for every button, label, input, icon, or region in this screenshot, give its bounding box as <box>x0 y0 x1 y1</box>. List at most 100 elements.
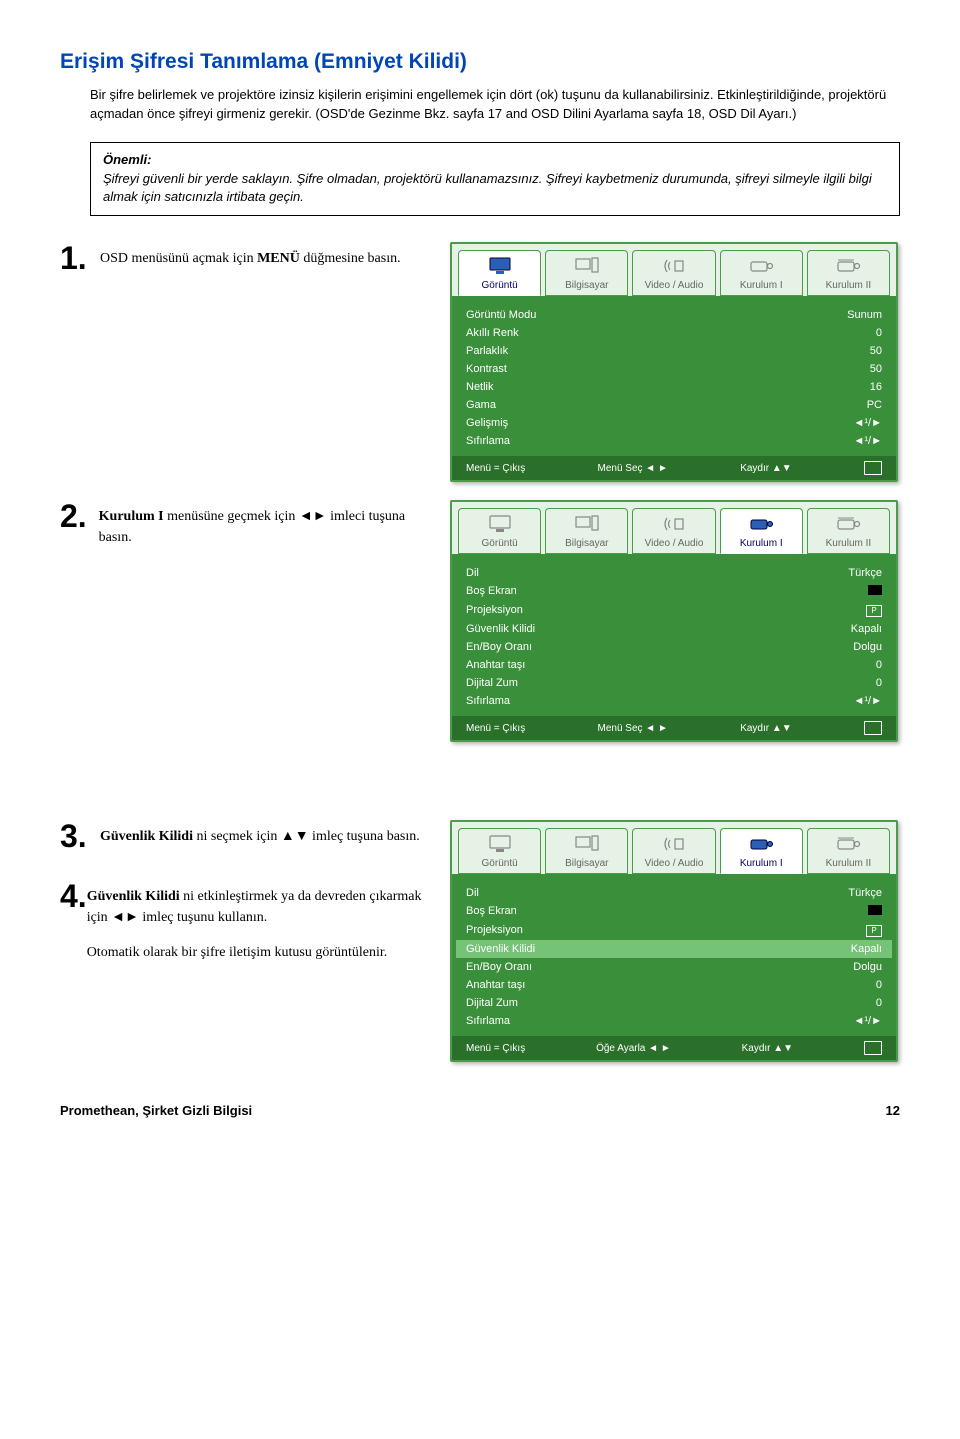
computer-icon <box>548 833 625 855</box>
osd-row: Gelişmiş◄¹/► <box>466 414 882 432</box>
tab-goruntu[interactable]: Görüntü <box>458 508 541 554</box>
osd-row: Netlik16 <box>466 378 882 396</box>
footer-set: Öğe Ayarla ◄ ► <box>596 1043 671 1054</box>
osd-tabs: Görüntü Bilgisayar Video / Audio Kurulum… <box>452 502 896 554</box>
tab-bilgisayar[interactable]: Bilgisayar <box>545 508 628 554</box>
osd-row: Anahtar taşı0 <box>466 976 882 994</box>
projector2-icon <box>810 255 887 277</box>
osd-value: Sunum <box>847 309 882 321</box>
osd-value: P <box>866 604 882 617</box>
monitor-icon <box>461 513 538 535</box>
computer-icon <box>548 255 625 277</box>
osd-value: ◄¹/► <box>854 695 883 707</box>
tab-label: Kurulum II <box>826 858 872 869</box>
osd-screenshot-1: Görüntü Bilgisayar Video / Audio Kurulum… <box>450 242 898 482</box>
osd-footer: Menü = Çıkış Öğe Ayarla ◄ ► Kaydır ▲▼ <box>452 1036 896 1060</box>
osd-footer: Menü = Çıkış Menü Seç ◄ ► Kaydır ▲▼ <box>452 716 896 740</box>
footer-exit: Menü = Çıkış <box>466 723 525 734</box>
projector-mini-icon <box>864 461 882 475</box>
tab-kurulum-i[interactable]: Kurulum I <box>720 508 803 554</box>
tab-goruntu[interactable]: Görüntü <box>458 250 541 296</box>
osd-value: Kapalı <box>851 943 882 955</box>
osd-row: Sıfırlama◄¹/► <box>466 1012 882 1030</box>
osd-label: Sıfırlama <box>466 435 510 447</box>
osd-label: Görüntü Modu <box>466 309 536 321</box>
footer-select: Menü Seç ◄ ► <box>598 463 668 474</box>
osd-value: 0 <box>876 677 882 689</box>
step-text-bold: Kurulum I <box>99 509 164 524</box>
tab-label: Kurulum I <box>740 858 783 869</box>
footer-select: Menü Seç ◄ ► <box>598 723 668 734</box>
osd-value: 50 <box>870 363 882 375</box>
osd-value: 16 <box>870 381 882 393</box>
tab-kurulum-ii[interactable]: Kurulum II <box>807 508 890 554</box>
osd-label: Parlaklık <box>466 345 508 357</box>
footer-exit: Menü = Çıkış <box>466 1043 525 1054</box>
section-heading: Erişim Şifresi Tanımlama (Emniyet Kilidi… <box>60 50 900 74</box>
osd-row: Sıfırlama◄¹/► <box>466 692 882 710</box>
osd-value: Dolgu <box>853 961 882 973</box>
osd-value: Kapalı <box>851 623 882 635</box>
tab-kurulum-ii[interactable]: Kurulum II <box>807 828 890 874</box>
footer-scroll: Kaydır ▲▼ <box>742 1043 793 1054</box>
step-number: 1. <box>60 242 100 274</box>
osd-label: Gama <box>466 399 496 411</box>
av-icon <box>635 255 712 277</box>
tab-video-audio[interactable]: Video / Audio <box>632 250 715 296</box>
osd-row: DilTürkçe <box>466 564 882 582</box>
osd-row: Sıfırlama◄¹/► <box>466 432 882 450</box>
tab-goruntu[interactable]: Görüntü <box>458 828 541 874</box>
step-text-bold: MENÜ <box>257 251 300 266</box>
tab-label: Bilgisayar <box>565 280 608 291</box>
osd-value: P <box>866 924 882 937</box>
tab-bilgisayar[interactable]: Bilgisayar <box>545 250 628 296</box>
osd-value <box>868 905 882 918</box>
osd-label: Güvenlik Kilidi <box>466 943 535 955</box>
osd-label: Boş Ekran <box>466 905 517 918</box>
footer-left: Promethean, Şirket Gizli Bilgisi <box>60 1103 252 1118</box>
osd-value: ◄¹/► <box>854 1015 883 1027</box>
osd-row: DilTürkçe <box>466 884 882 902</box>
tab-label: Kurulum II <box>826 538 872 549</box>
step-text-part: Otomatik olarak bir şifre iletişim kutus… <box>87 945 388 960</box>
osd-row: En/Boy OranıDolgu <box>466 638 882 656</box>
osd-label: Akıllı Renk <box>466 327 519 339</box>
tab-kurulum-ii[interactable]: Kurulum II <box>807 250 890 296</box>
osd-row: Boş Ekran <box>466 582 882 601</box>
tab-kurulum-i[interactable]: Kurulum I <box>720 250 803 296</box>
osd-row: Gama PC <box>466 396 882 414</box>
tab-label: Video / Audio <box>645 858 704 869</box>
step-text-part: ni seçmek için ▲▼ imleç tuşuna basın. <box>193 829 420 844</box>
osd-label: Dijital Zum <box>466 677 518 689</box>
tab-video-audio[interactable]: Video / Audio <box>632 828 715 874</box>
osd-row: ProjeksiyonP <box>466 921 882 940</box>
projector2-icon <box>810 833 887 855</box>
osd-value: PC <box>867 399 882 411</box>
osd-value: Türkçe <box>848 887 882 899</box>
osd-label: Güvenlik Kilidi <box>466 623 535 635</box>
step-text-bold: Güvenlik Kilidi <box>87 889 180 904</box>
step-text-bold: Güvenlik Kilidi <box>100 829 193 844</box>
important-note: Önemli: Şifreyi güvenli bir yerde saklay… <box>90 142 900 217</box>
page-footer: Promethean, Şirket Gizli Bilgisi 12 <box>60 1103 900 1118</box>
osd-row: Dijital Zum 0 <box>466 674 882 692</box>
av-icon <box>635 833 712 855</box>
osd-value: Türkçe <box>848 567 882 579</box>
osd-body: Görüntü Modu Sunum Akıllı Renk0 Parlaklık… <box>452 296 896 456</box>
osd-row: Görüntü Modu Sunum <box>466 306 882 324</box>
osd-value <box>868 585 882 598</box>
osd-label: En/Boy Oranı <box>466 961 532 973</box>
osd-label: Projeksiyon <box>466 604 523 617</box>
black-swatch-icon <box>868 585 882 595</box>
tab-bilgisayar[interactable]: Bilgisayar <box>545 828 628 874</box>
osd-row: Projeksiyon P <box>466 601 882 620</box>
step-text: Güvenlik Kilidi ni etkinleştirmek ya da … <box>87 880 430 963</box>
tab-label: Kurulum II <box>826 280 872 291</box>
tab-kurulum-i[interactable]: Kurulum I <box>720 828 803 874</box>
monitor-icon <box>461 255 538 277</box>
note-body: Şifreyi güvenli bir yerde saklayın. Şifr… <box>103 170 887 208</box>
step-text-part: düğmesine basın. <box>300 251 401 266</box>
tab-video-audio[interactable]: Video / Audio <box>632 508 715 554</box>
osd-value: 50 <box>870 345 882 357</box>
osd-row: Akıllı Renk0 <box>466 324 882 342</box>
